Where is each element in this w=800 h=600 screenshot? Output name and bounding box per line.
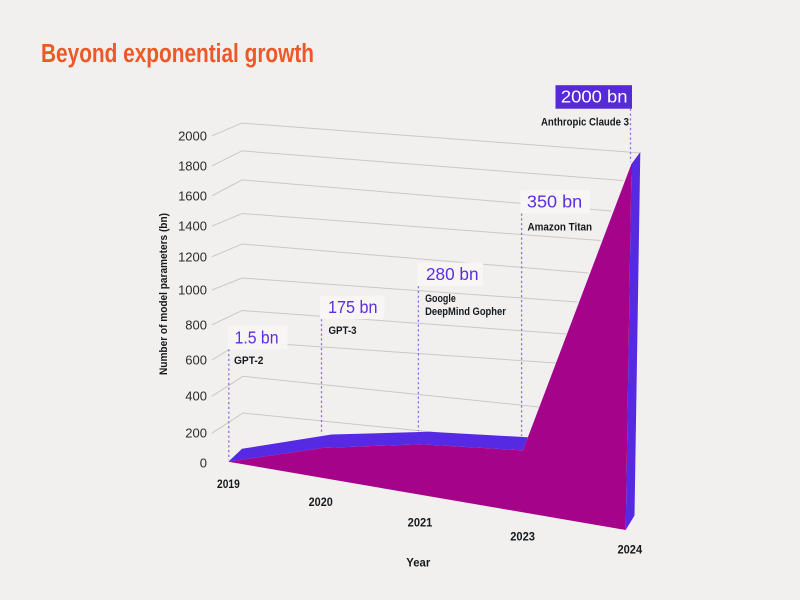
svg-text:Amazon Titan: Amazon Titan (528, 222, 593, 234)
svg-text:175 bn: 175 bn (328, 297, 378, 317)
svg-text:1200: 1200 (178, 249, 207, 264)
svg-text:Beyond exponential growth: Beyond exponential growth (41, 40, 314, 68)
svg-text:2000: 2000 (178, 128, 207, 143)
svg-text:Anthropic Claude 3: Anthropic Claude 3 (541, 116, 629, 128)
svg-text:2024: 2024 (617, 543, 642, 557)
svg-text:0: 0 (200, 455, 207, 470)
svg-text:2023: 2023 (510, 530, 535, 544)
svg-text:GPT-3: GPT-3 (329, 325, 357, 337)
svg-text:1.5 bn: 1.5 bn (235, 327, 279, 347)
svg-text:400: 400 (185, 389, 207, 404)
svg-text:DeepMind Gopher: DeepMind Gopher (425, 306, 506, 318)
svg-text:600: 600 (185, 353, 207, 368)
svg-text:2000 bn: 2000 bn (561, 87, 628, 107)
svg-text:2020: 2020 (309, 495, 333, 509)
svg-text:2019: 2019 (217, 477, 240, 491)
svg-text:800: 800 (185, 317, 207, 332)
svg-text:1400: 1400 (178, 219, 207, 234)
svg-text:1000: 1000 (178, 283, 207, 298)
svg-text:200: 200 (185, 426, 207, 441)
svg-text:280 bn: 280 bn (426, 264, 479, 284)
svg-text:Google: Google (425, 293, 456, 305)
svg-text:1800: 1800 (178, 158, 207, 173)
svg-text:2021: 2021 (408, 515, 433, 529)
svg-text:GPT-2: GPT-2 (234, 355, 263, 367)
svg-text:350 bn: 350 bn (527, 192, 582, 212)
svg-text:Year: Year (406, 556, 430, 570)
svg-text:Number of model parameters (bn: Number of model parameters (bn) (158, 213, 170, 375)
svg-text:1600: 1600 (178, 188, 207, 203)
